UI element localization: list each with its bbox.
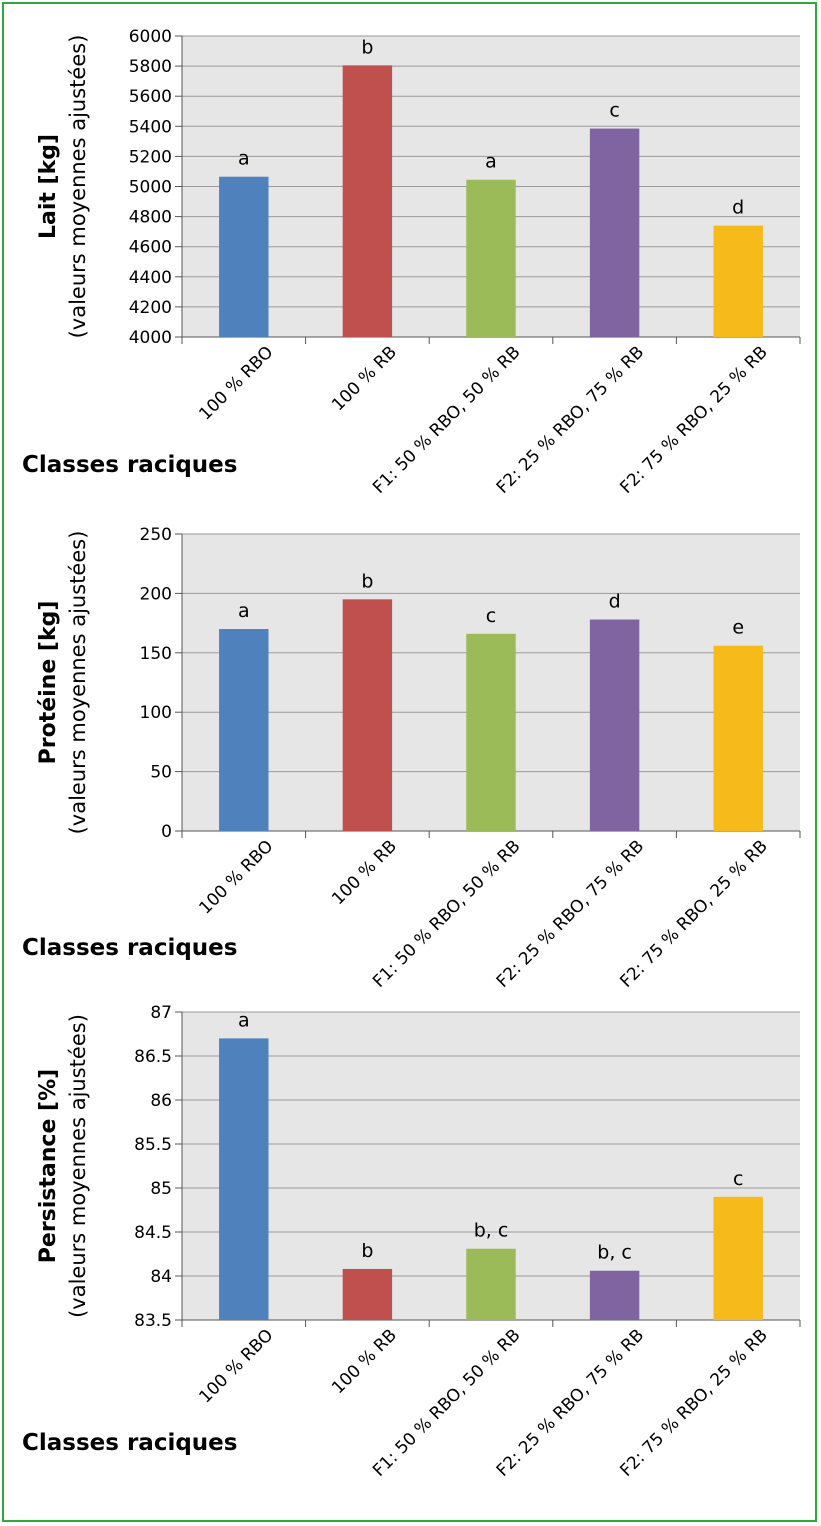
- category-label: 100 % RBO: [195, 342, 277, 424]
- x-axis-title: Classes raciques: [22, 935, 237, 961]
- category-label: 100 % RB: [328, 342, 401, 415]
- significance-letter: a: [238, 148, 250, 170]
- y-tick-label: 50: [150, 763, 172, 783]
- significance-letter: b: [361, 1240, 373, 1262]
- bar: [219, 629, 269, 831]
- significance-letter: a: [238, 600, 250, 622]
- y-tick-label: 150: [140, 644, 172, 664]
- category-label: 100 % RBO: [195, 1325, 277, 1407]
- bar: [713, 645, 763, 831]
- significance-letter: b, c: [597, 1242, 632, 1264]
- y-tick-label: 4600: [129, 238, 172, 258]
- x-axis-title: Classes raciques: [22, 452, 237, 478]
- y-axis-title: Protéine [kg]: [36, 601, 61, 765]
- y-tick-label: 200: [140, 584, 172, 604]
- y-axis-title: Persistance [%]: [36, 1069, 61, 1263]
- y-axis-subtitle: (valeurs moyennes ajustées): [66, 531, 90, 835]
- significance-letter: c: [486, 605, 496, 627]
- x-axis-title: Classes raciques: [22, 1430, 237, 1456]
- y-axis-title: Lait [kg]: [36, 134, 61, 239]
- significance-letter: e: [732, 617, 744, 639]
- y-tick-label: 85: [150, 1179, 172, 1199]
- bar: [342, 65, 393, 337]
- significance-letter: d: [609, 591, 621, 613]
- y-axis-subtitle: (valeurs moyennes ajustées): [66, 1014, 90, 1318]
- bar: [589, 1270, 640, 1320]
- chart-3: 83.5 84 84.5 85 85.5 86 86.5 87 a 100 % RBO b 100 %…: [22, 1003, 801, 1481]
- y-tick-label: 0: [161, 822, 172, 842]
- significance-letter: a: [238, 1009, 250, 1031]
- y-tick-label: 4800: [129, 208, 172, 228]
- significance-letter: b, c: [474, 1220, 509, 1242]
- bar: [713, 1196, 763, 1320]
- y-axis-subtitle: (valeurs moyennes ajustées): [66, 35, 90, 339]
- y-tick-label: 83.5: [134, 1311, 172, 1331]
- category-label: F2: 75 % RBO, 25 % RB: [616, 1325, 771, 1480]
- bar: [342, 1268, 393, 1320]
- y-tick-label: 4000: [129, 328, 172, 348]
- y-tick-label: 4200: [129, 298, 172, 318]
- y-tick-label: 5600: [129, 87, 172, 107]
- y-tick-label: 5800: [129, 57, 172, 77]
- y-tick-label: 100: [140, 703, 172, 723]
- bar: [466, 633, 516, 831]
- bar: [219, 1038, 269, 1320]
- bar: [466, 1248, 516, 1320]
- y-tick-label: 5000: [129, 178, 172, 198]
- y-tick-label: 85.5: [134, 1135, 172, 1155]
- chart-1: 4000 4200 4400 4600 4800 5000 5200 5400 5600 5800…: [22, 27, 801, 498]
- significance-letter: b: [361, 570, 373, 592]
- y-tick-label: 250: [140, 525, 172, 545]
- bar: [713, 225, 763, 337]
- category-label: F2: 75 % RBO, 25 % RB: [616, 836, 771, 991]
- category-label: 100 % RBO: [195, 836, 277, 918]
- bar: [589, 619, 640, 831]
- category-label: F2: 75 % RBO, 25 % RB: [616, 342, 771, 497]
- significance-letter: d: [732, 197, 744, 219]
- y-tick-label: 6000: [129, 27, 172, 47]
- bar: [342, 599, 393, 831]
- y-tick-label: 5400: [129, 117, 172, 137]
- bar: [466, 179, 516, 337]
- y-tick-label: 84.5: [134, 1223, 172, 1243]
- significance-letter: a: [485, 151, 497, 173]
- bar: [219, 176, 269, 337]
- y-tick-label: 86: [150, 1091, 172, 1111]
- y-tick-label: 4400: [129, 268, 172, 288]
- category-label: 100 % RB: [328, 836, 401, 909]
- bar: [589, 128, 640, 337]
- y-tick-label: 87: [150, 1003, 172, 1023]
- y-tick-label: 5200: [129, 147, 172, 167]
- significance-letter: b: [361, 36, 373, 58]
- y-tick-label: 84: [150, 1267, 172, 1287]
- category-label: 100 % RB: [328, 1325, 401, 1398]
- significance-letter: c: [609, 100, 619, 122]
- significance-letter: c: [733, 1168, 743, 1190]
- y-tick-label: 86.5: [134, 1047, 172, 1067]
